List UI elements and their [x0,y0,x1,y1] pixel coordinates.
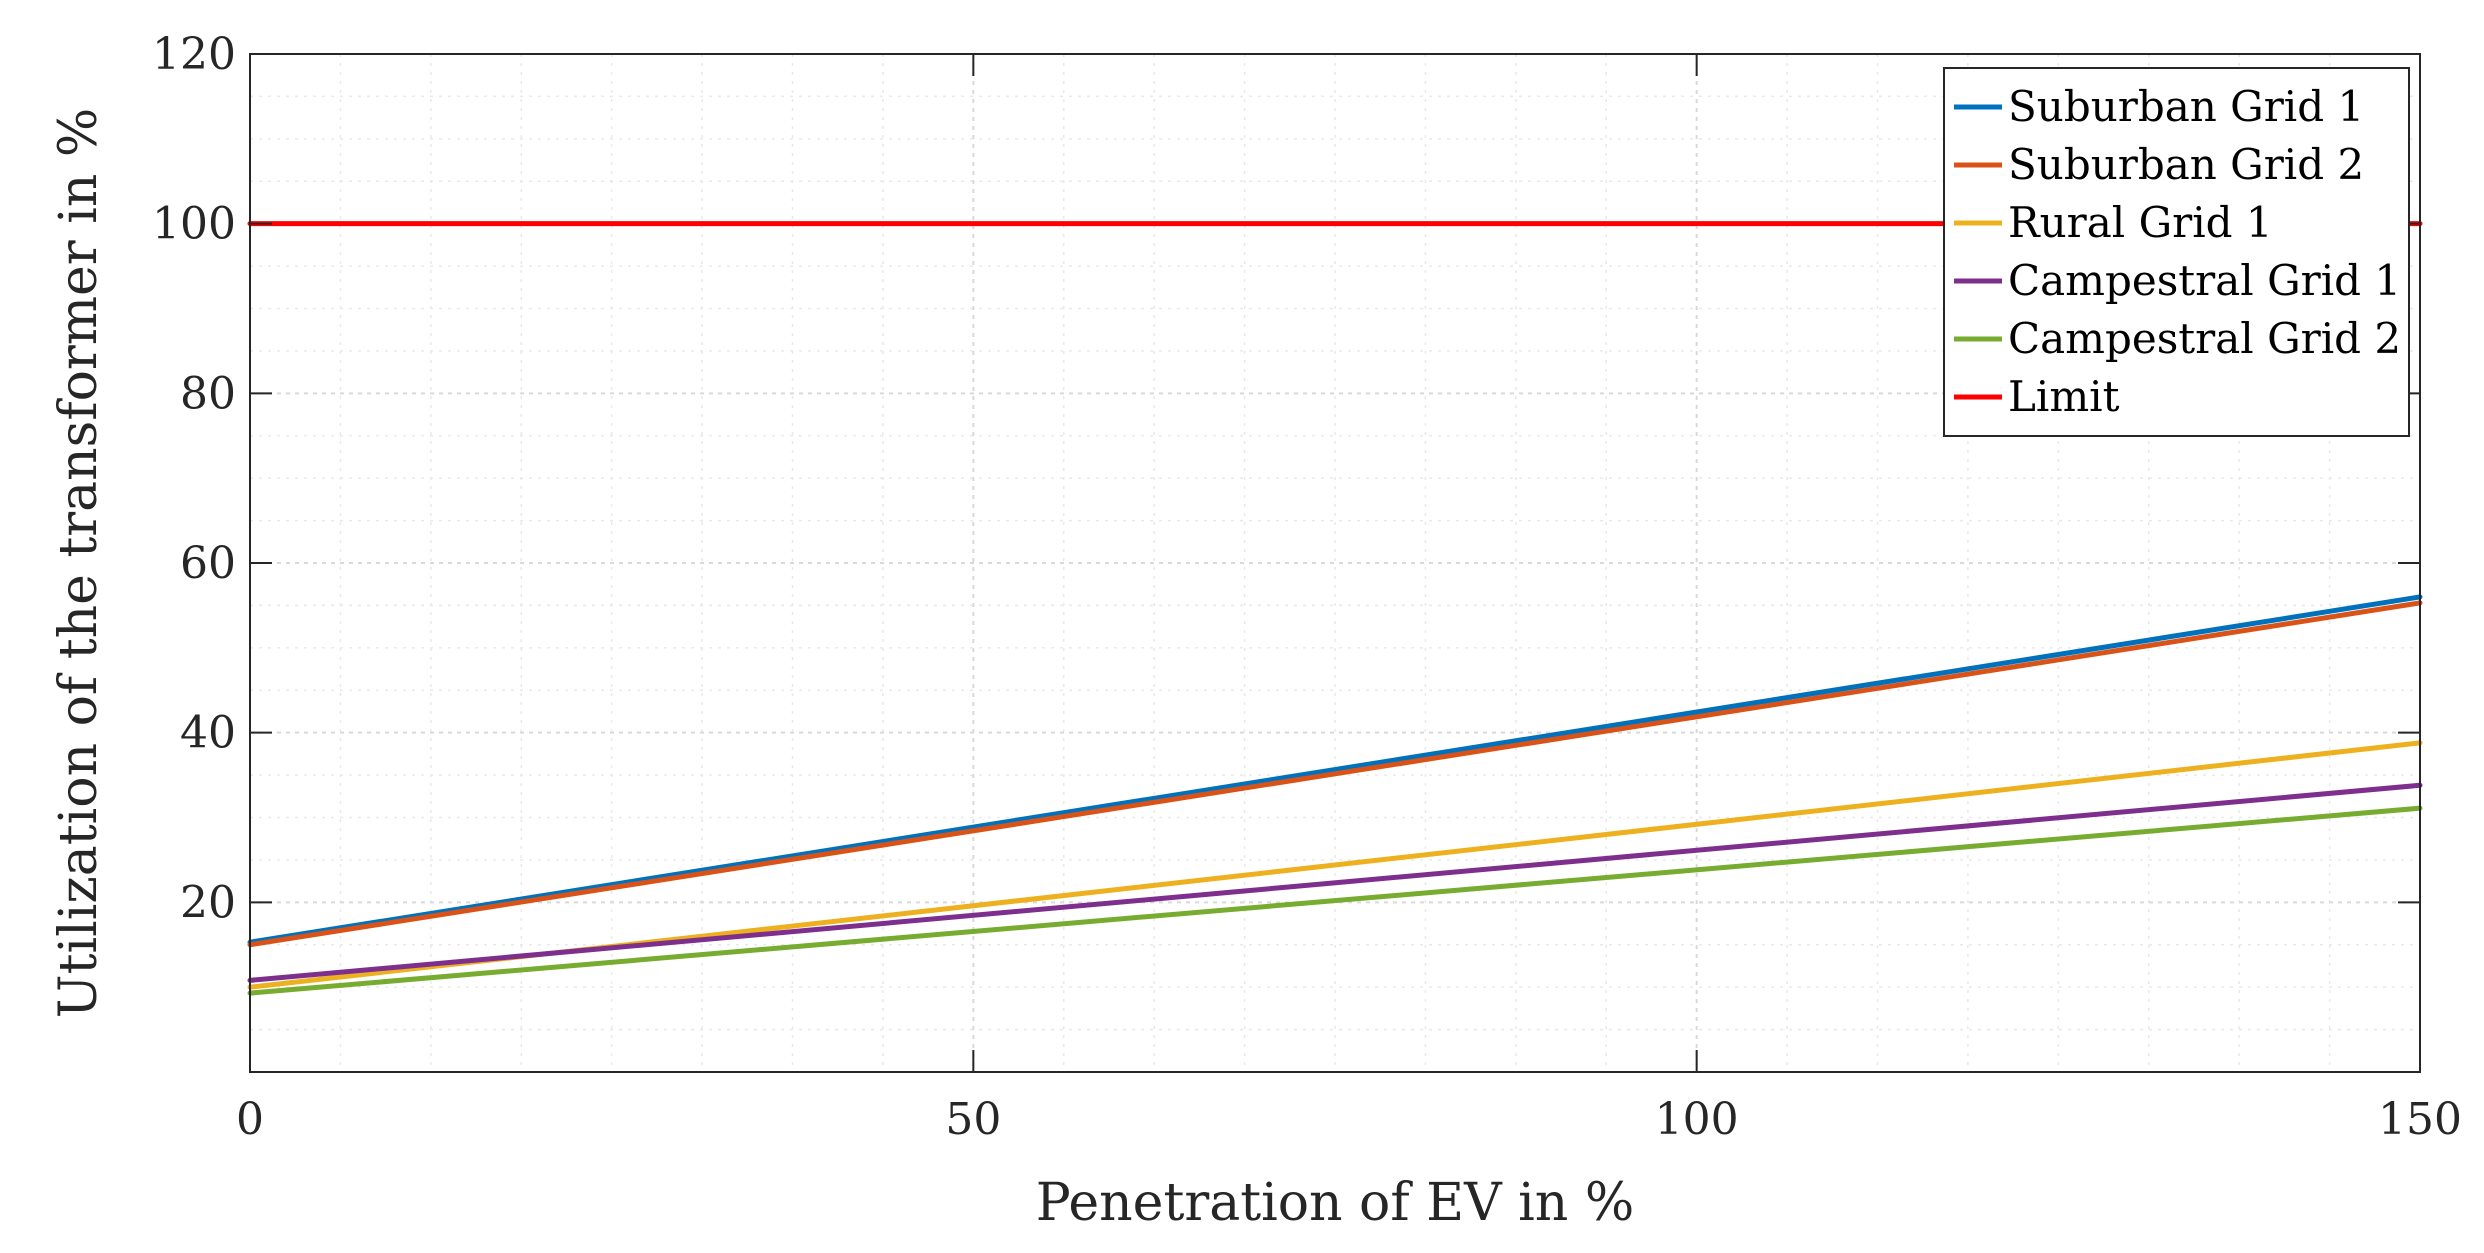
legend-label: Limit [2008,372,2120,421]
legend-label: Suburban Grid 1 [2008,82,2364,131]
y-tick-labels: 20 40 60 80 100 120 [152,29,236,928]
y-tick-label: 40 [180,708,236,759]
y-axis-title: Utilization of the transformer in % [49,108,109,1019]
y-tick-label: 120 [152,29,236,80]
legend: Suburban Grid 1 Suburban Grid 2 Rural Grid… [1943,67,2410,437]
x-tick-label: 150 [2378,1094,2462,1145]
y-tick-label: 60 [180,538,236,589]
x-tick-label: 50 [945,1094,1001,1145]
x-tick-label: 100 [1655,1094,1739,1145]
series-line-suburban-grid-1 [247,594,2423,945]
series-line-suburban-grid-2 [247,600,2423,948]
x-tick-labels: 0 50 100 150 [236,1094,2462,1145]
x-tick-label: 0 [236,1094,264,1145]
legend-label: Campestral Grid 1 [2008,256,2401,305]
series-line-campestral-grid-1 [247,782,2423,983]
legend-label: Campestral Grid 2 [2008,314,2401,363]
y-tick-label: 80 [180,368,236,419]
y-tick-label: 20 [180,877,236,928]
legend-box [1943,67,2410,437]
legend-label: Rural Grid 1 [2008,198,2273,247]
legend-label: Suburban Grid 2 [2008,140,2364,189]
y-tick-label: 100 [152,199,236,250]
x-axis-title: Penetration of EV in % [1036,1173,1634,1233]
series-line-campestral-grid-2 [247,805,2423,996]
series-lines [247,221,2423,996]
